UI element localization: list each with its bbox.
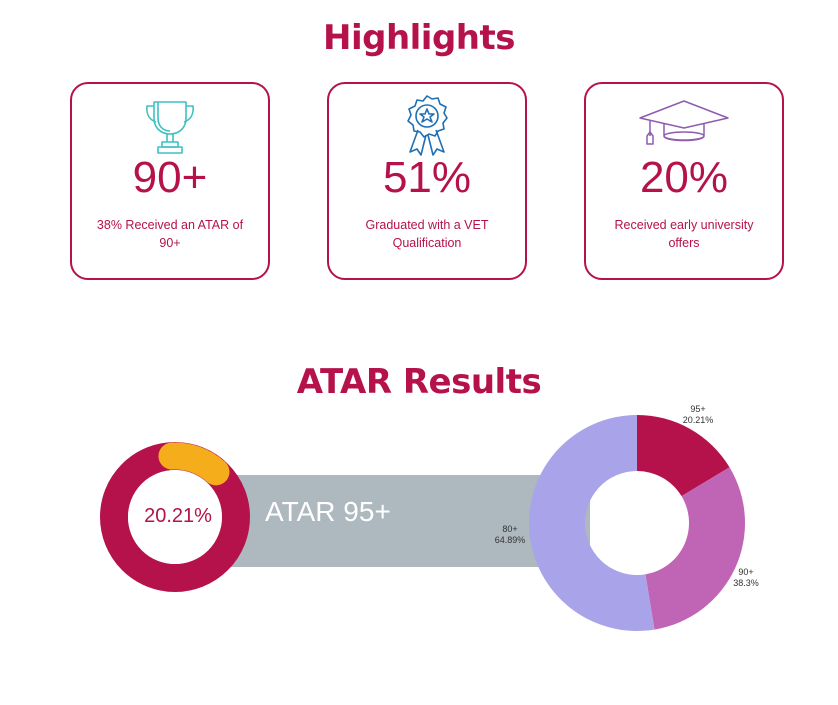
atar-banner bbox=[210, 475, 590, 567]
slice-value: 64.89% bbox=[494, 535, 526, 545]
small-donut-hole bbox=[128, 470, 222, 564]
highlight-card-university: 20% Received early university offers bbox=[584, 82, 784, 280]
slice-90 bbox=[645, 467, 745, 630]
award-ribbon-icon bbox=[402, 94, 452, 160]
slice-80 bbox=[528, 415, 655, 631]
slice-value: 38.3% bbox=[733, 578, 759, 588]
highlight-value: 20% bbox=[639, 153, 729, 202]
small-donut-highlight-arc bbox=[158, 442, 230, 486]
highlight-card-atar: 90+ 38% Received an ATAR of 90+ bbox=[70, 82, 270, 280]
highlight-value: 90+ bbox=[132, 153, 208, 202]
highlights-title: Highlights bbox=[323, 18, 516, 58]
slice-95 bbox=[637, 415, 730, 497]
highlight-card-vet: 51% Graduated with a VET Qualification bbox=[327, 82, 527, 280]
slice-category: 90+ bbox=[738, 567, 754, 577]
slice-label-90: 90+ 38.3% bbox=[724, 567, 768, 589]
slice-category: 80+ bbox=[502, 524, 518, 534]
highlight-description: 38% Received an ATAR of 90+ bbox=[96, 218, 244, 250]
graduation-cap-icon bbox=[636, 98, 732, 152]
slice-label-95: 95+ 20.21% bbox=[676, 404, 720, 426]
trophy-icon bbox=[140, 96, 200, 160]
atar-banner-label: ATAR 95+ bbox=[265, 496, 391, 527]
atar-results-title: ATAR Results bbox=[296, 362, 542, 402]
highlight-description: Graduated with a VET Qualification bbox=[365, 218, 489, 250]
slice-category: 95+ bbox=[690, 404, 706, 414]
highlight-description: Received early university offers bbox=[614, 218, 754, 250]
small-donut-center-label: 20.21% bbox=[144, 505, 212, 527]
slice-label-80: 80+ 64.89% bbox=[488, 524, 532, 546]
slice-value: 20.21% bbox=[682, 415, 714, 425]
highlight-value: 51% bbox=[382, 153, 472, 202]
